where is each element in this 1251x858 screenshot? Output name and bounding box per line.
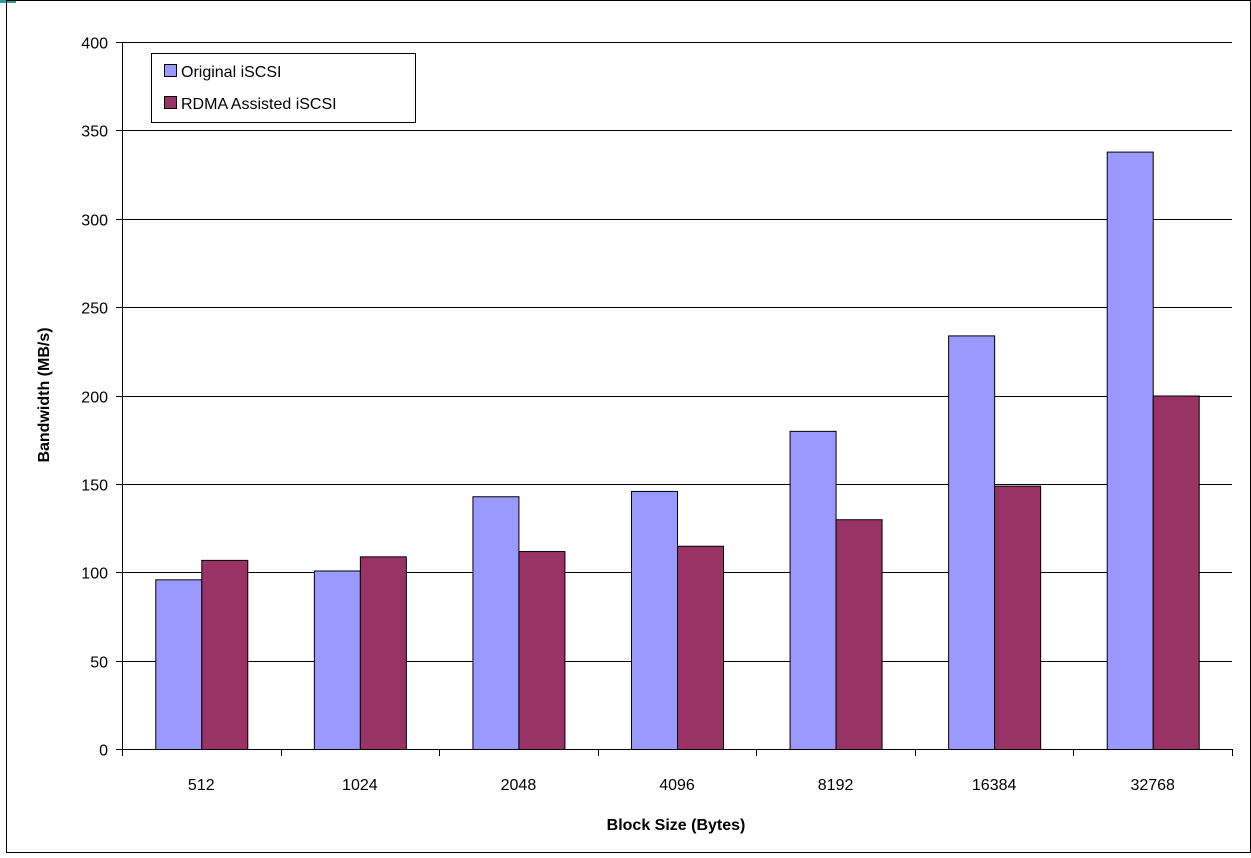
bars [155, 151, 1200, 751]
x-tick-label: 512 [188, 777, 215, 794]
y-tick-label: 250 [81, 301, 108, 318]
x-tick-label: 2048 [501, 777, 537, 794]
bar-rdma-32768 [1152, 395, 1200, 750]
legend-label: Original iSCSI [181, 64, 281, 81]
x-tick-label: 8192 [818, 777, 854, 794]
bar-rdma-4096 [677, 545, 724, 750]
x-tick-label: 1024 [342, 777, 378, 794]
y-tick-label: 150 [81, 478, 108, 495]
y-tick-label: 350 [81, 124, 108, 141]
x-tick-label: 4096 [659, 777, 695, 794]
bar-rdma-1024 [359, 556, 407, 751]
y-tick-label: 50 [90, 655, 108, 672]
bar-original-2048 [472, 496, 520, 750]
x-tick-label: 16384 [972, 777, 1017, 794]
y-tick-label: 0 [99, 743, 108, 760]
legend-swatch [164, 64, 177, 77]
legend-box [151, 53, 416, 123]
bar-original-1024 [313, 570, 361, 750]
x-tick-labels: 512 1024 2048 4096 8192 16384 32768 [188, 777, 1175, 794]
bar-original-4096 [631, 490, 678, 750]
y-axis-label: Bandwidth (MB/s) [36, 327, 53, 462]
legend-label: RDMA Assisted iSCSI [181, 96, 337, 113]
bar-original-8192 [789, 430, 837, 750]
bar-original-32768 [1106, 151, 1154, 750]
bar-original-512 [155, 579, 203, 750]
bar-rdma-8192 [835, 519, 883, 750]
y-tick-label: 200 [81, 390, 108, 407]
y-tick-label: 300 [81, 213, 108, 230]
x-tick-label: 32768 [1130, 777, 1175, 794]
bar-rdma-16384 [994, 485, 1042, 750]
bar-rdma-2048 [518, 551, 566, 750]
legend: Original iSCSI RDMA Assisted iSCSI [151, 53, 416, 123]
axes [116, 42, 1233, 756]
x-axis-label: Block Size (Bytes) [607, 817, 746, 834]
y-tick-label: 400 [81, 36, 108, 53]
corner-accent [0, 0, 16, 3]
bar-original-16384 [948, 335, 996, 750]
y-tick-label: 100 [81, 566, 108, 583]
y-tick-labels: 0 50 100 150 200 250 300 350 400 [81, 36, 108, 760]
legend-swatch [164, 96, 177, 109]
bar-rdma-512 [201, 559, 249, 750]
